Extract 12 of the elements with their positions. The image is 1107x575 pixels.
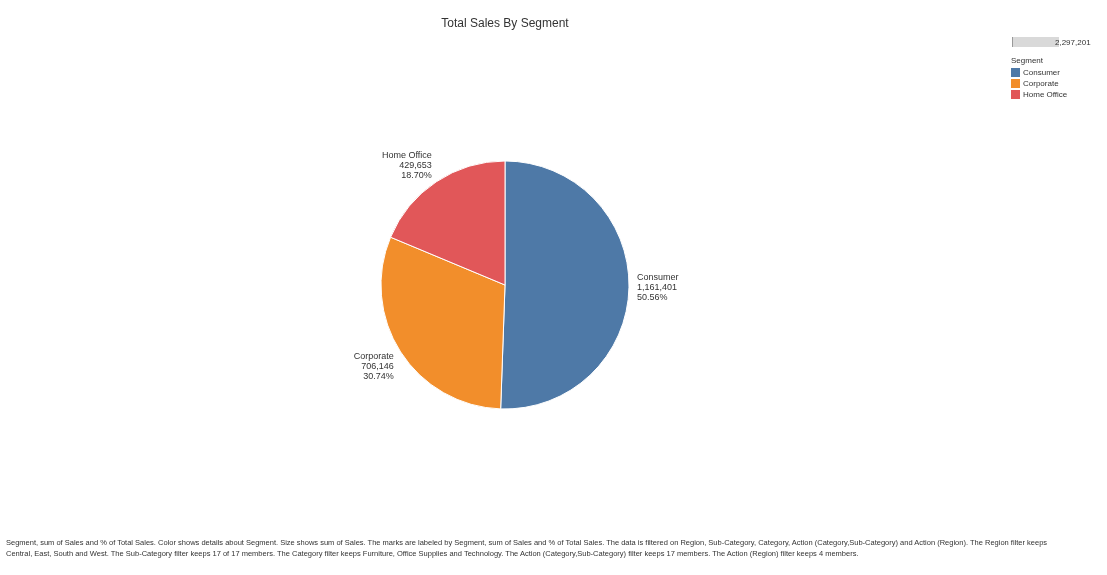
slice-label: Consumer xyxy=(636,271,679,282)
legend-label: Corporate xyxy=(1023,79,1059,88)
data-label: 706,146 30.74% xyxy=(361,360,394,381)
legend-label: Home Office xyxy=(1023,90,1068,99)
legend-label: Consumer xyxy=(1023,68,1060,77)
text: 2,297,201 xyxy=(1055,37,1091,47)
chart-title: Total Sales By Segment xyxy=(440,16,570,30)
data-label: 1,161,401 50.56% xyxy=(636,281,678,302)
data-label: 429,653 18.70% xyxy=(399,159,432,180)
legend-title: Segment xyxy=(1011,56,1045,65)
slice-label: Corporate xyxy=(353,350,394,361)
slice-label: Home Office xyxy=(381,149,432,160)
